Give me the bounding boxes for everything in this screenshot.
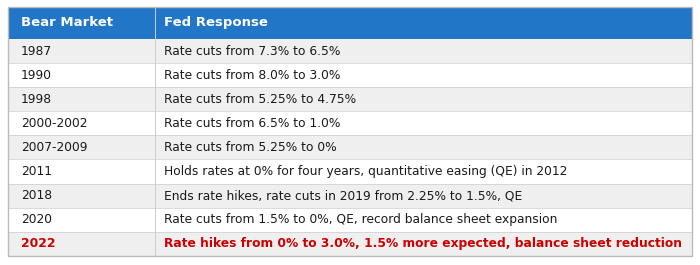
Text: Fed Response: Fed Response: [164, 16, 267, 29]
Text: 2011: 2011: [21, 165, 52, 178]
Bar: [8, 207, 692, 232]
Text: Ends rate hikes, rate cuts in 2019 from 2.25% to 1.5%, QE: Ends rate hikes, rate cuts in 2019 from …: [164, 189, 522, 202]
Text: 2007-2009: 2007-2009: [21, 141, 88, 154]
Text: Rate cuts from 1.5% to 0%, QE, record balance sheet expansion: Rate cuts from 1.5% to 0%, QE, record ba…: [164, 213, 557, 226]
Bar: [8, 111, 692, 135]
Text: Rate cuts from 5.25% to 0%: Rate cuts from 5.25% to 0%: [164, 141, 336, 154]
Bar: [8, 87, 692, 111]
Text: 2018: 2018: [21, 189, 52, 202]
Bar: [8, 7, 692, 39]
Bar: [8, 232, 692, 256]
Text: 1987: 1987: [21, 45, 52, 58]
Bar: [8, 39, 692, 63]
Text: Rate cuts from 7.3% to 6.5%: Rate cuts from 7.3% to 6.5%: [164, 45, 340, 58]
Bar: [8, 135, 692, 160]
Text: 2022: 2022: [21, 237, 55, 250]
Text: 2000-2002: 2000-2002: [21, 117, 88, 130]
Text: Rate cuts from 8.0% to 3.0%: Rate cuts from 8.0% to 3.0%: [164, 69, 340, 82]
Bar: [8, 184, 692, 207]
Text: 1990: 1990: [21, 69, 52, 82]
Bar: [8, 63, 692, 87]
Text: Rate hikes from 0% to 3.0%, 1.5% more expected, balance sheet reduction: Rate hikes from 0% to 3.0%, 1.5% more ex…: [164, 237, 682, 250]
Text: Bear Market: Bear Market: [21, 16, 113, 29]
Text: Rate cuts from 5.25% to 4.75%: Rate cuts from 5.25% to 4.75%: [164, 93, 356, 106]
Bar: [8, 160, 692, 184]
Text: Holds rates at 0% for four years, quantitative easing (QE) in 2012: Holds rates at 0% for four years, quanti…: [164, 165, 567, 178]
Text: 1998: 1998: [21, 93, 52, 106]
Text: 2020: 2020: [21, 213, 52, 226]
Text: Rate cuts from 6.5% to 1.0%: Rate cuts from 6.5% to 1.0%: [164, 117, 340, 130]
